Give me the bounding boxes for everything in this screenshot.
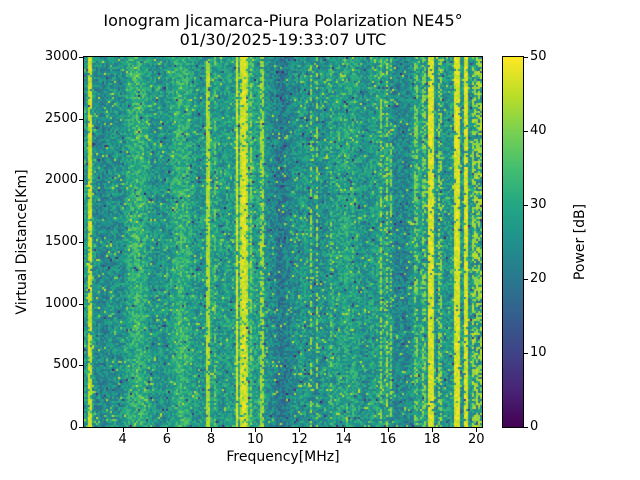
y-tick-label: 500 — [53, 357, 78, 373]
plot-area — [83, 56, 483, 428]
x-axis-label: Frequency[MHz] — [226, 449, 340, 465]
colorbar-tick — [524, 57, 528, 58]
y-tick — [79, 57, 83, 58]
x-tick-label: 14 — [335, 432, 352, 447]
x-tick-label: 6 — [162, 432, 171, 447]
y-tick — [79, 118, 83, 120]
colorbar-label: Power [dB] — [572, 203, 588, 281]
x-tick — [343, 428, 345, 432]
y-tick-label: 1500 — [44, 234, 78, 249]
y-axis-label: Virtual Distance[Km] — [14, 169, 30, 315]
colorbar-tick-label: 0 — [530, 419, 539, 434]
x-tick-label: 4 — [118, 432, 127, 447]
ionogram-heatmap-canvas — [84, 57, 482, 427]
y-tick-label: 0 — [69, 419, 78, 434]
colorbar-gradient-canvas — [503, 57, 523, 427]
x-tick — [255, 428, 257, 432]
x-tick-label: 18 — [423, 432, 441, 447]
x-tick — [299, 428, 301, 432]
y-tick — [79, 427, 83, 428]
y-tick — [79, 242, 83, 243]
x-tick-label: 16 — [379, 432, 397, 447]
x-tick-label: 8 — [206, 432, 216, 447]
colorbar-tick-label: 30 — [530, 197, 547, 212]
colorbar-tick — [524, 131, 528, 132]
colorbar-tick-label: 40 — [530, 123, 547, 138]
x-tick — [387, 428, 389, 432]
chart-subtitle: 01/30/2025-19:33:07 UTC — [179, 30, 387, 49]
x-tick — [122, 428, 124, 432]
colorbar-tick — [524, 205, 528, 206]
x-tick — [211, 428, 213, 432]
x-tick-label: 12 — [291, 432, 308, 447]
x-tick-label: 20 — [467, 432, 485, 447]
chart-title: Ionogram Jicamarca-Piura Polarization NE… — [103, 11, 463, 30]
y-tick — [79, 365, 83, 367]
y-tick-label: 2500 — [44, 110, 78, 126]
colorbar — [502, 56, 524, 428]
y-tick-label: 1000 — [44, 295, 78, 311]
y-tick-label: 2000 — [44, 172, 78, 188]
colorbar-tick-label: 50 — [530, 49, 547, 64]
colorbar-tick — [524, 353, 528, 354]
y-tick-label: 3000 — [44, 49, 78, 64]
y-tick — [79, 180, 83, 182]
x-tick — [432, 428, 434, 432]
x-tick — [476, 428, 478, 432]
x-tick-label: 10 — [246, 432, 264, 447]
colorbar-tick — [524, 279, 528, 280]
colorbar-tick-label: 20 — [530, 271, 547, 286]
colorbar-tick-label: 10 — [530, 345, 547, 360]
x-tick — [166, 428, 168, 432]
colorbar-tick — [524, 427, 528, 428]
y-tick — [79, 303, 83, 305]
